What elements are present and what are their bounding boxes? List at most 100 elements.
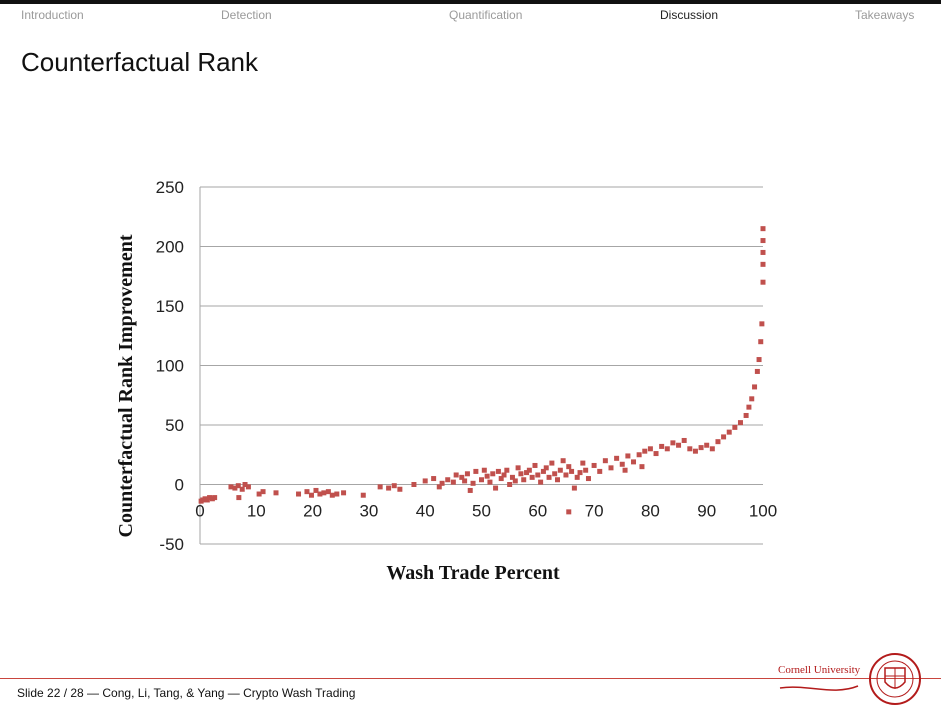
scatter-chart: -50 0 50 100 150 200 250 0 10 20 30 40 50 60 70 80 90 100… <box>115 178 778 584</box>
data-point <box>602 458 608 464</box>
data-point <box>464 471 470 477</box>
data-point <box>313 487 319 493</box>
x-tick-label: 30 <box>359 502 378 521</box>
data-point <box>546 474 552 480</box>
data-point <box>670 440 676 446</box>
data-point <box>325 489 331 495</box>
grid-lines <box>199 186 763 545</box>
data-point <box>321 490 327 496</box>
nav-item-discussion[interactable]: Discussion <box>660 8 719 22</box>
data-point <box>273 490 279 496</box>
data-point <box>760 249 766 255</box>
data-point <box>504 467 510 473</box>
data-point <box>304 489 310 495</box>
data-point <box>577 470 583 476</box>
data-point <box>737 420 743 426</box>
data-point <box>436 484 442 490</box>
data-point <box>535 472 541 478</box>
data-point <box>639 464 645 470</box>
data-point <box>608 465 614 471</box>
nav-item-introduction[interactable]: Introduction <box>21 8 84 22</box>
data-point <box>585 476 591 482</box>
data-point <box>754 368 760 374</box>
data-points <box>198 226 766 515</box>
data-point <box>760 261 766 267</box>
data-point <box>260 489 266 495</box>
data-point <box>462 478 468 484</box>
data-point <box>743 412 749 418</box>
data-point <box>235 483 241 489</box>
nav-item-detection[interactable]: Detection <box>221 8 272 22</box>
y-tick-label: -50 <box>159 535 184 554</box>
data-point <box>459 474 465 480</box>
data-point <box>543 465 549 471</box>
data-point <box>566 509 572 515</box>
footer-rule <box>0 678 941 679</box>
footer: Slide 22 / 28 — Cong, Li, Tang, & Yang —… <box>0 678 941 709</box>
nav-item-quantification[interactable]: Quantification <box>449 8 523 22</box>
data-point <box>334 491 340 497</box>
data-point <box>445 477 451 483</box>
data-point <box>681 437 687 443</box>
data-point <box>360 492 366 498</box>
data-point <box>760 279 766 285</box>
data-point <box>687 446 693 452</box>
y-tick-label: 200 <box>156 238 184 257</box>
data-point <box>296 491 302 497</box>
data-point <box>664 446 670 452</box>
data-point <box>521 477 527 483</box>
data-point <box>636 452 642 458</box>
data-point <box>501 472 507 478</box>
data-point <box>563 472 569 478</box>
data-point <box>619 461 625 467</box>
axis-ticks: -50 0 50 100 150 200 250 0 10 20 30 40 50 60 70 80 90 100 <box>156 178 778 554</box>
data-point <box>574 474 580 480</box>
data-point <box>692 448 698 454</box>
data-point <box>245 484 251 490</box>
x-tick-label: 100 <box>749 502 777 521</box>
data-point <box>625 453 631 459</box>
data-point <box>709 446 715 452</box>
data-point <box>411 482 417 487</box>
data-point <box>749 396 755 402</box>
data-point <box>391 483 397 489</box>
data-point <box>549 460 555 466</box>
data-point <box>721 434 727 440</box>
data-point <box>647 446 653 452</box>
y-tick-label: 50 <box>165 416 184 435</box>
data-point <box>329 492 335 498</box>
data-point <box>487 479 493 485</box>
data-point <box>726 429 732 435</box>
data-point <box>509 474 515 480</box>
footer-text: Slide 22 / 28 — Cong, Li, Tang, & Yang —… <box>17 686 356 700</box>
data-point <box>377 484 383 490</box>
data-point <box>479 477 484 483</box>
x-axis-label: Wash Trade Percent <box>386 562 560 584</box>
data-point <box>732 424 738 430</box>
nav-item-takeaways[interactable]: Takeaways <box>855 8 915 22</box>
data-point <box>532 462 538 468</box>
data-point <box>484 473 490 479</box>
data-point <box>431 476 437 482</box>
data-point <box>591 462 597 468</box>
data-point <box>540 468 546 474</box>
data-point <box>758 339 764 345</box>
top-bar <box>0 0 941 4</box>
data-point <box>397 486 403 492</box>
y-tick-label: 250 <box>156 178 184 197</box>
data-point <box>493 485 499 491</box>
data-point <box>597 468 603 474</box>
data-point <box>756 357 762 363</box>
data-point <box>555 477 561 483</box>
data-point <box>698 445 704 451</box>
data-point <box>659 443 665 449</box>
data-point <box>473 468 479 474</box>
data-point <box>760 238 766 244</box>
x-tick-label: 40 <box>416 502 435 521</box>
data-point <box>642 448 648 454</box>
logo-text: Cornell University <box>778 664 861 676</box>
data-point <box>341 490 347 496</box>
data-point <box>759 321 765 327</box>
x-tick-label: 70 <box>585 502 604 521</box>
data-point <box>212 495 218 501</box>
